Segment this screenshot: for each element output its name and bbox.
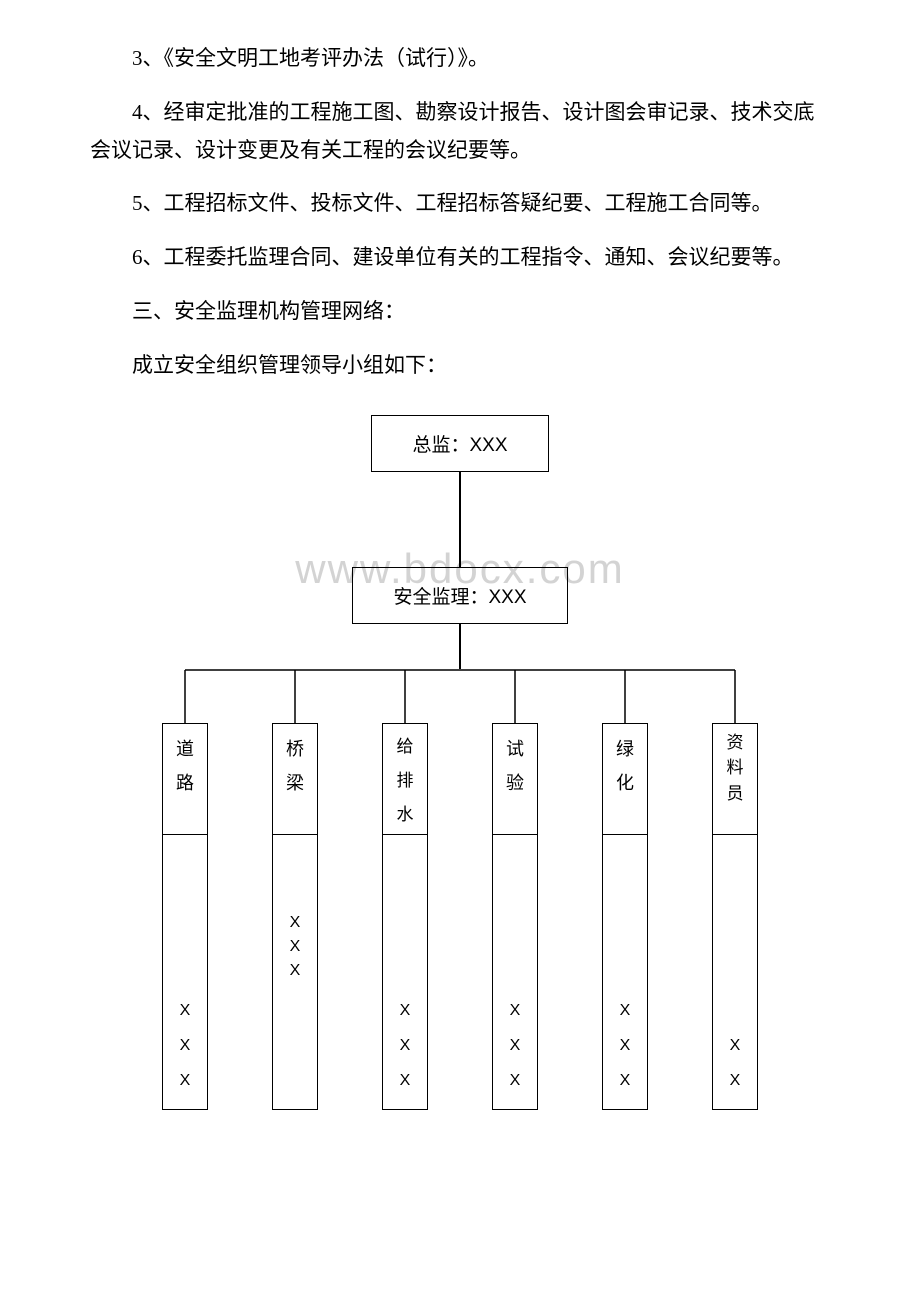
org-chart: 总监：XXX 安全监理：XXX 道 路 X X X bbox=[90, 415, 830, 1110]
leaf-name-line: X bbox=[180, 1063, 191, 1098]
leaf-char: 路 bbox=[176, 766, 194, 800]
leaf-row: 道 路 X X X 桥 梁 X X X bbox=[90, 723, 830, 1110]
leaf-char: 排 bbox=[397, 764, 414, 798]
leaf-name-line: X bbox=[180, 1028, 191, 1063]
leaf-char: 验 bbox=[506, 766, 524, 800]
org-chart-container: www.bdocx.com 总监：XXX 安全监理：XXX 道 路 X bbox=[90, 415, 830, 1110]
leaf-node: 资 料 员 X X bbox=[680, 723, 790, 1110]
leaf-name-line: X bbox=[730, 1063, 741, 1098]
leaf-node: 给 排 水 X X X bbox=[350, 723, 460, 1110]
connector-line bbox=[459, 624, 461, 669]
branch-connector bbox=[130, 669, 790, 723]
leaf-title-box: 给 排 水 bbox=[382, 723, 428, 835]
leaf-title-box: 绿 化 bbox=[602, 723, 648, 835]
leaf-char: 料 bbox=[727, 755, 744, 781]
mid-node: 安全监理：XXX bbox=[352, 567, 567, 624]
leaf-title-box: 道 路 bbox=[162, 723, 208, 835]
leaf-name-box: X X X bbox=[492, 835, 538, 1110]
leaf-name-line: X bbox=[180, 993, 191, 1028]
leaf-char: 员 bbox=[727, 781, 744, 807]
leaf-name-box: X X X bbox=[162, 835, 208, 1110]
leaf-name-line: X bbox=[730, 1028, 741, 1063]
leaf-name-line: X bbox=[620, 993, 631, 1028]
leaf-char: 桥 bbox=[286, 732, 304, 766]
paragraph-3: 3、《安全文明工地考评办法（试行）》。 bbox=[90, 40, 830, 78]
connector-line bbox=[459, 472, 461, 567]
leaf-node: 道 路 X X X bbox=[130, 723, 240, 1110]
leaf-name-line: X bbox=[290, 911, 301, 935]
leaf-char: 资 bbox=[727, 730, 744, 756]
leaf-title-box: 桥 梁 bbox=[272, 723, 318, 835]
leaf-title-box: 资 料 员 bbox=[712, 723, 758, 835]
leaf-name-line: X bbox=[290, 959, 301, 983]
leaf-name-line: X bbox=[510, 1028, 521, 1063]
leaf-name-line: X bbox=[620, 1063, 631, 1098]
paragraph-4: 4、经审定批准的工程施工图、勘察设计报告、设计图会审记录、技术交底会议记录、设计… bbox=[90, 94, 830, 170]
leaf-name-box: X X X bbox=[382, 835, 428, 1110]
paragraph-6: 6、工程委托监理合同、建设单位有关的工程指令、通知、会议纪要等。 bbox=[90, 239, 830, 277]
leaf-name-line: X bbox=[400, 1028, 411, 1063]
paragraph-5: 5、工程招标文件、投标文件、工程招标答疑纪要、工程施工合同等。 bbox=[90, 185, 830, 223]
section-heading: 三、安全监理机构管理网络： bbox=[90, 293, 830, 331]
leaf-name-box: X X bbox=[712, 835, 758, 1110]
leaf-title-box: 试 验 bbox=[492, 723, 538, 835]
leaf-char: 给 bbox=[397, 730, 414, 764]
leaf-name-line: X bbox=[290, 935, 301, 959]
leaf-name-line: X bbox=[620, 1028, 631, 1063]
leaf-char: 化 bbox=[616, 766, 634, 800]
leaf-char: 试 bbox=[506, 732, 524, 766]
leaf-node: 试 验 X X X bbox=[460, 723, 570, 1110]
leaf-name-line: X bbox=[400, 1063, 411, 1098]
leaf-char: 绿 bbox=[616, 732, 634, 766]
leaf-node: 绿 化 X X X bbox=[570, 723, 680, 1110]
leaf-char: 道 bbox=[176, 732, 194, 766]
leaf-char: 梁 bbox=[286, 766, 304, 800]
leaf-name-box: X X X bbox=[602, 835, 648, 1110]
leaf-name-line: X bbox=[510, 1063, 521, 1098]
leaf-name-box: X X X bbox=[272, 835, 318, 1110]
leaf-name-line: X bbox=[400, 993, 411, 1028]
root-node: 总监：XXX bbox=[371, 415, 548, 472]
leaf-node: 桥 梁 X X X bbox=[240, 723, 350, 1110]
leaf-name-line: X bbox=[510, 993, 521, 1028]
leaf-char: 水 bbox=[397, 798, 414, 832]
intro-line: 成立安全组织管理领导小组如下： bbox=[90, 347, 830, 385]
